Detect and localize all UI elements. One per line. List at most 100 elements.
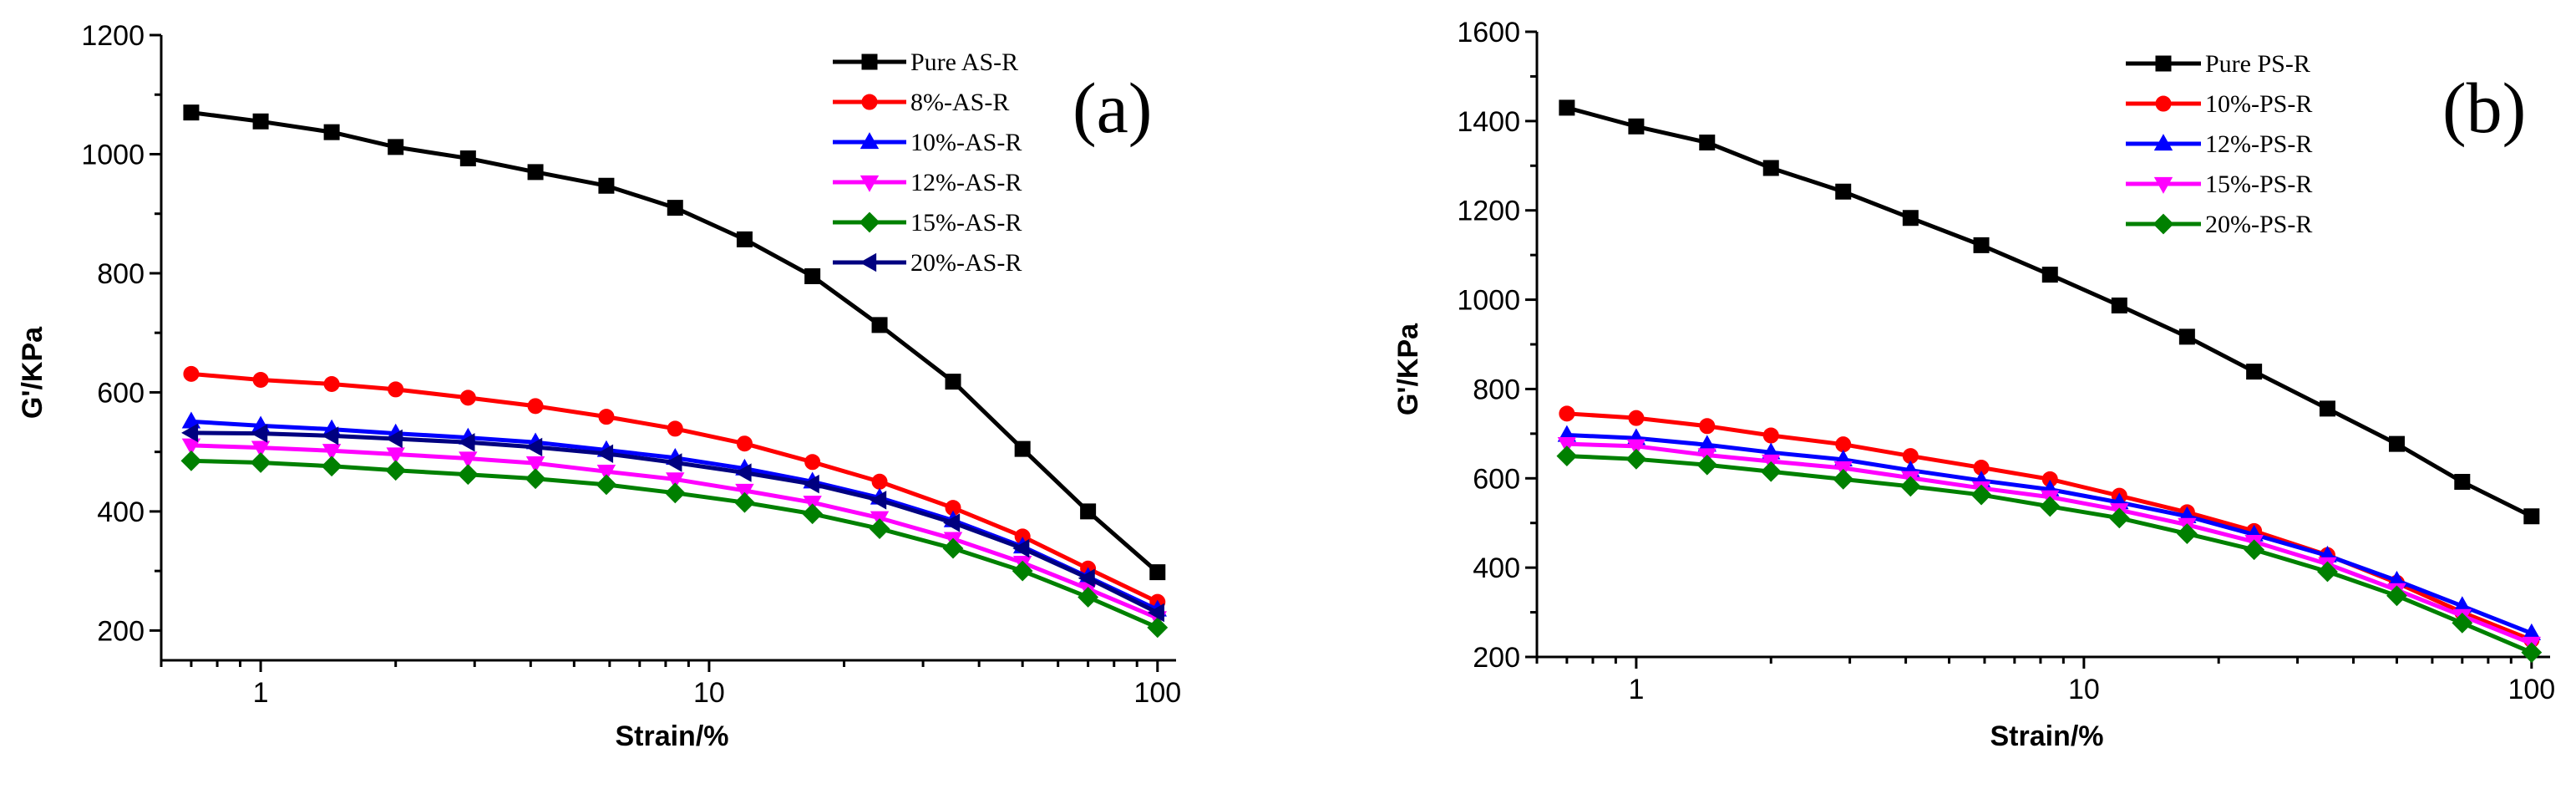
data-point	[1014, 440, 1031, 457]
data-point	[943, 513, 961, 532]
legend-marker	[2155, 95, 2172, 112]
data-point	[802, 503, 824, 525]
data-point	[871, 473, 888, 490]
data-point	[385, 460, 407, 481]
data-point	[736, 435, 753, 452]
data-point	[804, 454, 821, 471]
data-point	[459, 451, 478, 469]
series-1	[183, 365, 1166, 610]
panel-label: (b)	[2442, 68, 2526, 148]
data-point	[2108, 507, 2130, 529]
data-point	[1147, 603, 1164, 623]
data-point	[736, 231, 753, 247]
y-tick-label: 1200	[81, 20, 145, 52]
data-point	[596, 465, 616, 481]
data-point	[871, 317, 888, 333]
data-point	[2454, 474, 2471, 491]
y-tick-label: 800	[97, 258, 145, 290]
data-point	[1835, 183, 1852, 200]
data-point	[1628, 410, 1645, 426]
data-point	[2317, 561, 2338, 583]
data-point	[664, 482, 686, 504]
legend-marker	[2153, 176, 2173, 194]
data-point	[457, 464, 479, 486]
data-point	[2039, 496, 2061, 517]
x-tick-label: 10	[693, 677, 725, 709]
data-point	[525, 468, 546, 490]
data-point	[665, 453, 682, 472]
data-point	[2041, 267, 2058, 283]
series-0	[183, 104, 1166, 581]
data-point	[596, 474, 617, 496]
data-point	[2319, 400, 2335, 417]
data-point	[386, 447, 405, 465]
x-tick-label: 100	[1133, 677, 1181, 709]
y-tick-label: 1000	[81, 139, 145, 171]
data-point	[1080, 503, 1097, 520]
legend-marker	[860, 252, 877, 272]
data-point	[527, 164, 544, 181]
y-tick-label: 800	[1473, 374, 1520, 405]
x-tick-label: 1	[1628, 674, 1644, 705]
data-point	[2246, 364, 2263, 380]
legend-marker	[860, 175, 880, 192]
data-point	[1835, 436, 1852, 453]
data-point	[666, 472, 685, 490]
y-tick-label: 1400	[1457, 106, 1520, 138]
data-point	[385, 429, 403, 449]
data-point	[1628, 118, 1645, 135]
data-point	[1557, 436, 1577, 454]
y-tick-label: 1000	[1457, 285, 1520, 317]
y-tick-label: 400	[1473, 552, 1520, 584]
y-tick-label: 1200	[1457, 196, 1520, 227]
data-point	[1559, 99, 1575, 116]
data-point	[527, 398, 544, 415]
data-point	[1559, 405, 1575, 422]
data-point	[942, 537, 964, 559]
data-point	[1899, 476, 1921, 497]
data-point	[322, 444, 342, 461]
data-point	[1762, 427, 1779, 444]
data-point	[1147, 617, 1169, 639]
data-point	[321, 456, 342, 477]
legend-marker	[861, 94, 878, 110]
data-point	[252, 371, 269, 388]
data-point	[181, 438, 201, 456]
data-point	[1078, 587, 1099, 608]
series-4	[180, 450, 1169, 639]
legend-marker	[2153, 134, 2173, 151]
legend-marker	[861, 53, 878, 70]
data-point	[1699, 418, 1716, 435]
data-point	[1626, 439, 1646, 456]
series-4	[1556, 445, 2543, 664]
y-axis-title: G'/KPa	[1392, 323, 1424, 415]
data-point	[458, 433, 475, 452]
panel-a: 1 10 100 200 400 600 800 1000 1200 Strain/% G'/KPa…	[17, 20, 1181, 752]
data-point	[2523, 508, 2540, 525]
data-point	[1973, 237, 1990, 253]
legend-label: 8%-AS-R	[910, 89, 1009, 116]
data-point	[735, 483, 754, 501]
x-axis-title: Strain/%	[1990, 720, 2103, 752]
data-point	[180, 450, 202, 471]
data-point	[183, 365, 200, 382]
series-0	[1559, 99, 2540, 525]
legend-marker	[859, 211, 880, 233]
data-point	[1970, 484, 1992, 506]
data-point	[804, 268, 821, 285]
panel-label: (a)	[1072, 68, 1152, 148]
series-5	[181, 423, 1164, 623]
panel-b: 1 10 100 200 400 600 800 1000 1200 1400 1600 Strain…	[1392, 17, 2555, 752]
legend-label: 20%-AS-R	[910, 249, 1022, 277]
y-tick-label: 600	[1473, 463, 1520, 495]
legend-label: 20%-PS-R	[2205, 211, 2312, 238]
data-point	[2111, 298, 2127, 314]
legend-label: 12%-AS-R	[910, 169, 1022, 196]
data-point	[525, 437, 543, 457]
data-point	[1760, 461, 1782, 482]
data-point	[667, 420, 683, 437]
x-tick-label: 10	[2068, 674, 2100, 705]
data-point	[251, 424, 268, 443]
legend-label: 12%-PS-R	[2205, 130, 2312, 158]
data-point	[181, 423, 199, 443]
